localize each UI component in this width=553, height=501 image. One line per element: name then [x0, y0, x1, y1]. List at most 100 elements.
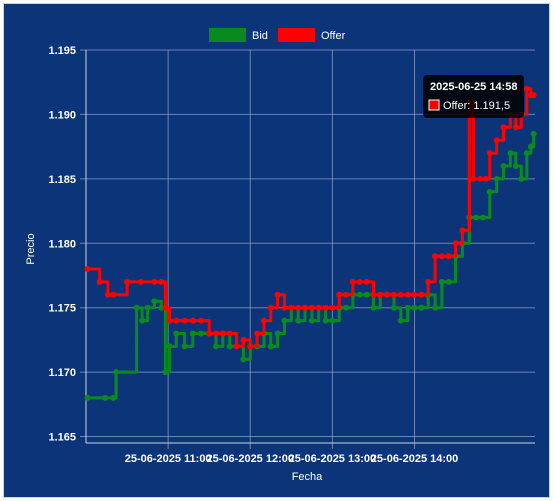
data-point-offer [226, 330, 233, 337]
data-point-offer [189, 317, 196, 324]
data-point-bid [110, 394, 117, 401]
data-point-bid [329, 317, 336, 324]
data-point-offer [96, 278, 103, 285]
data-point-bid [189, 330, 196, 337]
legend-label-offer[interactable]: Offer [321, 30, 346, 42]
y-axis-title: Precio [25, 233, 37, 264]
x-tick-label: 25-06-2025 13:00 [289, 453, 376, 465]
data-point-bid [198, 330, 204, 337]
data-point-offer [438, 253, 445, 260]
data-point-bid [530, 130, 537, 137]
data-point-bid [113, 369, 120, 376]
data-point-offer [404, 291, 411, 298]
tooltip-box [423, 75, 524, 118]
data-point-bid [144, 304, 151, 311]
data-point-bid [102, 394, 109, 401]
data-point-offer [370, 291, 377, 298]
y-tick-label: 1.180 [48, 238, 76, 250]
data-point-offer [261, 317, 267, 324]
data-point-offer [336, 291, 343, 298]
data-point-offer [349, 278, 356, 285]
data-point-offer [213, 330, 219, 337]
data-point-offer [254, 330, 261, 337]
data-point-bid [226, 343, 233, 350]
y-tick-label: 1.165 [48, 432, 76, 444]
data-point-offer [274, 291, 281, 298]
data-point-bid [438, 278, 445, 285]
data-point-offer [432, 253, 439, 260]
x-tick-label: 25-06-2025 11:00 [125, 453, 212, 465]
series-offer [84, 85, 537, 350]
legend-label-bid[interactable]: Bid [252, 30, 268, 42]
data-point-bid [308, 317, 315, 324]
data-point-bid [445, 278, 452, 285]
data-point-offer [247, 343, 254, 350]
data-point-offer [158, 278, 165, 285]
x-tick-label: 25-06-2025 14:00 [371, 453, 458, 465]
tooltip: 2025-06-25 14:58 Offer: 1.191,5 [423, 75, 524, 118]
price-chart[interactable]: 1.165 1.170 1.175 1.180 1.185 1.190 1.195 25-06… [4, 4, 551, 499]
data-point-bid [500, 163, 507, 169]
data-point-offer [151, 278, 158, 285]
legend[interactable]: Bid Offer [209, 28, 346, 42]
data-point-offer [418, 291, 425, 298]
data-point-bid [84, 394, 91, 401]
data-point-offer [295, 304, 302, 311]
data-point-bid [507, 150, 514, 157]
data-point-bid [486, 188, 493, 195]
data-point-offer [397, 291, 404, 298]
data-point-bid [274, 330, 281, 337]
data-point-offer [162, 304, 169, 311]
tooltip-swatch-offer [428, 99, 440, 111]
data-point-offer [84, 266, 91, 272]
data-point-bid [404, 304, 411, 311]
data-point-offer [363, 278, 370, 285]
data-point-offer [452, 240, 459, 247]
data-point-bid [133, 304, 140, 311]
data-point-bid [370, 304, 377, 311]
data-point-offer [530, 92, 537, 99]
data-point-bid [166, 343, 173, 350]
data-point-offer [482, 175, 489, 182]
data-point-bid [281, 317, 288, 324]
x-axis-title: Fecha [292, 471, 323, 483]
data-point-bid [473, 214, 480, 221]
data-point-offer [486, 150, 493, 157]
data-point-offer [356, 278, 363, 285]
data-point-bid [397, 317, 404, 324]
tooltip-title: 2025-06-25 14:58 [430, 81, 517, 93]
data-point-offer [173, 317, 180, 324]
axes: 1.165 1.170 1.175 1.180 1.185 1.190 1.195 25-06… [48, 45, 535, 465]
data-point-bid [391, 304, 397, 311]
data-point-offer [240, 336, 247, 343]
data-point-bid [162, 369, 169, 376]
data-point-bid [512, 163, 519, 169]
data-point-offer [137, 278, 144, 285]
legend-swatch-bid[interactable] [209, 28, 246, 42]
data-point-offer [206, 330, 213, 337]
data-point-bid [158, 304, 165, 311]
data-point-bid [343, 304, 350, 311]
series-line-bid [87, 133, 536, 400]
legend-swatch-offer[interactable] [278, 28, 315, 42]
data-point-offer [315, 304, 322, 311]
data-point-offer [411, 291, 418, 298]
y-tick-label: 1.185 [48, 174, 76, 186]
data-point-offer [445, 253, 452, 260]
data-point-offer [166, 317, 173, 324]
data-point-bid [322, 317, 329, 324]
data-point-offer [198, 317, 204, 324]
data-point-offer [500, 124, 507, 131]
y-tick-label: 1.195 [48, 45, 76, 57]
x-tick-label: 25-06-2025 12:00 [207, 453, 294, 465]
data-point-offer [233, 343, 240, 350]
data-point-bid [151, 298, 158, 305]
y-tick-label: 1.190 [48, 109, 76, 121]
data-point-offer [219, 330, 226, 337]
data-point-offer [493, 137, 500, 144]
tooltip-label: Offer: 1.191,5 [443, 100, 510, 112]
data-point-offer [470, 175, 477, 182]
data-point-offer [124, 278, 131, 285]
data-point-offer [523, 85, 530, 92]
data-point-offer [377, 291, 384, 298]
